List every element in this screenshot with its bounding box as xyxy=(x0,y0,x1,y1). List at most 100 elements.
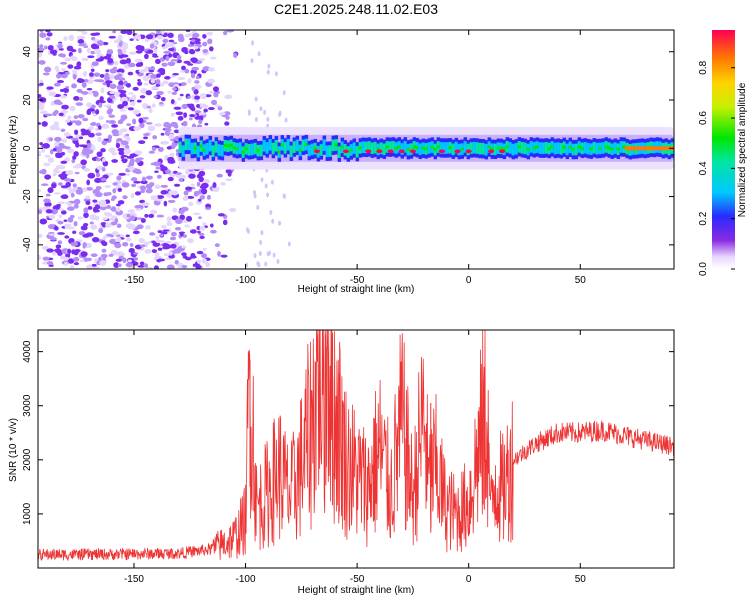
noise-speckle xyxy=(130,183,137,188)
noise-speckle xyxy=(42,143,50,149)
noise-speckle xyxy=(58,173,66,178)
noise-speckle xyxy=(167,42,175,48)
noise-speckle xyxy=(161,140,169,145)
noise-speckle xyxy=(117,187,123,192)
noise-speckle xyxy=(83,212,89,219)
noise-speckle xyxy=(136,224,144,230)
noise-speckle xyxy=(217,250,221,257)
noise-speckle xyxy=(199,93,207,99)
noise-speckle xyxy=(148,213,155,219)
noise-speckle xyxy=(130,215,136,221)
band-core xyxy=(262,139,267,152)
noise-speckle xyxy=(222,30,228,36)
noise-speckle xyxy=(102,160,109,167)
noise-speckle xyxy=(57,44,63,49)
noise-speckle xyxy=(126,213,131,218)
noise-speckle xyxy=(144,213,149,218)
noise-speckle xyxy=(207,107,215,111)
noise-speckle xyxy=(71,56,78,62)
y-tick-label: 1000 xyxy=(22,502,33,525)
noise-speckle xyxy=(129,38,134,41)
noise-speckle xyxy=(137,78,141,82)
noise-speckle xyxy=(81,82,87,88)
noise-speckle xyxy=(49,148,54,155)
noise-speckle xyxy=(82,117,89,122)
noise-speckle xyxy=(81,91,89,95)
noise-speckle xyxy=(100,240,107,246)
noise-speckle xyxy=(142,116,149,120)
noise-speckle xyxy=(194,45,199,50)
spectrogram-x-label: Height of straight line (km) xyxy=(298,284,415,295)
noise-speckle xyxy=(125,262,134,268)
band-core xyxy=(394,146,399,150)
noise-speckle xyxy=(193,88,199,95)
noise-speckle xyxy=(125,237,132,242)
colorbar-tick-label: 0.6 xyxy=(698,111,709,125)
noise-speckle xyxy=(154,184,161,190)
band-peak xyxy=(313,149,320,154)
band-core xyxy=(202,148,207,152)
noise-speckle xyxy=(169,236,177,241)
noise-speckle xyxy=(95,127,99,132)
noise-speckle xyxy=(88,126,95,131)
band-core xyxy=(616,147,621,151)
noise-speckle xyxy=(116,223,122,228)
noise-speckle xyxy=(210,56,217,60)
noise-speckle xyxy=(163,32,168,37)
noise-speckle xyxy=(61,104,69,110)
noise-speckle xyxy=(154,170,159,173)
x-tick-label: -100 xyxy=(236,574,256,585)
noise-speckle xyxy=(55,244,62,249)
band-core xyxy=(568,145,573,149)
noise-speckle xyxy=(150,66,156,71)
noise-speckle xyxy=(85,200,91,206)
noise-speckle xyxy=(81,30,88,35)
noise-speckle xyxy=(272,252,276,258)
noise-speckle xyxy=(140,218,146,223)
noise-speckle xyxy=(134,150,143,155)
noise-speckle xyxy=(156,90,164,96)
noise-speckle xyxy=(46,248,54,253)
noise-speckle xyxy=(95,109,100,115)
noise-speckle xyxy=(212,86,220,92)
band-core xyxy=(544,142,549,154)
noise-speckle xyxy=(156,195,165,199)
band-core xyxy=(370,142,375,155)
noise-speckle xyxy=(57,240,63,245)
noise-speckle xyxy=(157,146,164,152)
noise-speckle xyxy=(134,191,142,196)
noise-speckle xyxy=(276,258,280,264)
noise-speckle xyxy=(87,108,96,112)
noise-speckle xyxy=(72,165,81,169)
noise-speckle xyxy=(214,243,220,247)
noise-speckle xyxy=(161,224,167,229)
noise-speckle xyxy=(117,263,122,267)
noise-speckle xyxy=(57,220,64,225)
noise-speckle xyxy=(108,253,114,257)
noise-speckle xyxy=(168,190,174,196)
noise-speckle xyxy=(106,204,112,209)
noise-speckle xyxy=(42,256,50,261)
noise-speckle xyxy=(182,195,189,201)
noise-speckle xyxy=(88,72,94,77)
noise-speckle xyxy=(85,195,91,200)
noise-speckle xyxy=(187,95,192,99)
noise-speckle xyxy=(162,242,169,248)
noise-speckle xyxy=(180,206,189,212)
noise-speckle xyxy=(39,142,44,146)
noise-speckle xyxy=(95,132,102,136)
noise-speckle xyxy=(149,43,155,49)
noise-speckle xyxy=(38,233,43,239)
noise-speckle xyxy=(94,191,103,198)
noise-speckle xyxy=(263,109,267,115)
noise-speckle xyxy=(184,50,189,55)
noise-speckle xyxy=(190,106,196,112)
band-core xyxy=(427,142,432,154)
band-core xyxy=(358,146,363,150)
noise-speckle xyxy=(137,265,145,268)
noise-speckle xyxy=(216,173,223,178)
noise-speckle xyxy=(71,158,76,164)
band-core xyxy=(475,142,480,154)
noise-speckle xyxy=(108,114,116,118)
band-core xyxy=(376,147,381,151)
